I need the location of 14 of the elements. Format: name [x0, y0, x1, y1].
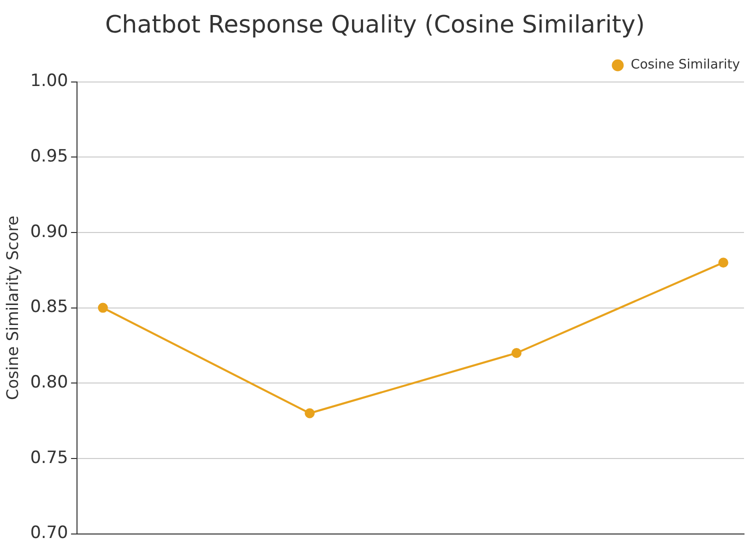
y-tick-label: 0.95: [30, 146, 68, 167]
y-tick-label: 0.70: [30, 523, 68, 544]
chart-title: Chatbot Response Quality (Cosine Similarity): [105, 10, 645, 39]
point: [304, 408, 315, 418]
point: [98, 302, 108, 313]
point: [512, 348, 522, 358]
point: [718, 258, 728, 268]
y-tick-label: 0.80: [30, 372, 68, 393]
y-axis-title: Cosine Similarity Score: [2, 216, 22, 400]
legend-label: Cosine Similarity: [630, 58, 740, 73]
y-tick-label: 0.85: [30, 297, 68, 318]
y-tick-label: 0.90: [30, 222, 68, 242]
y-tick-label: 0.75: [30, 448, 68, 468]
y-tick-label: 1.00: [30, 71, 68, 92]
